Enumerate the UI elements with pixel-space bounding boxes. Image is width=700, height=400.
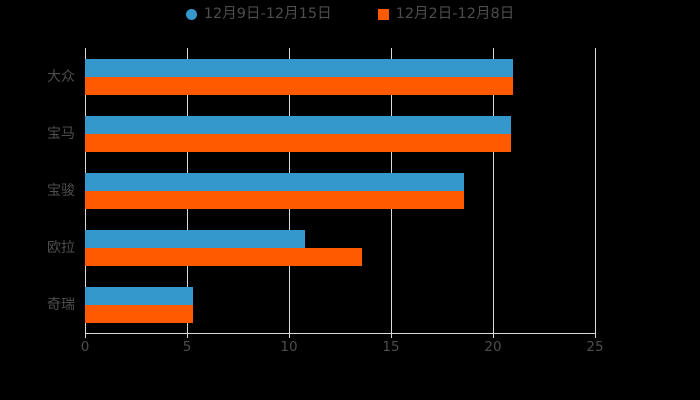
legend-label-series-1: 12月9日-12月15日 (203, 6, 332, 22)
bar-series-2[interactable] (85, 247, 363, 266)
gridline (595, 48, 596, 333)
bar-series-2[interactable] (85, 190, 465, 209)
bar-series-1[interactable] (85, 286, 194, 305)
legend-entry-series-1[interactable]: 12月9日-12月15日 (185, 6, 332, 22)
chart-legend: 12月9日-12月15日 12月2日-12月8日 (0, 6, 700, 22)
y-axis-category-label: 宝马 (47, 125, 75, 142)
x-axis-tick-mark (85, 333, 86, 338)
bar-series-2[interactable] (85, 76, 514, 95)
x-axis-tick-mark (187, 333, 188, 338)
bar-series-1[interactable] (85, 229, 306, 248)
plot-area (85, 48, 596, 333)
circle-marker-icon (185, 8, 197, 20)
x-axis-tick-mark (493, 333, 494, 338)
y-axis-category-label: 欧拉 (47, 239, 75, 256)
x-axis-tick-label: 15 (382, 339, 400, 355)
x-axis-tick-label: 25 (586, 339, 604, 355)
gridline (493, 48, 494, 333)
bar-series-1[interactable] (85, 172, 465, 191)
x-axis-tick-mark (391, 333, 392, 338)
x-axis-tick-label: 20 (484, 339, 502, 355)
legend-entry-series-2[interactable]: 12月2日-12月8日 (377, 6, 515, 22)
x-axis-tick-label: 0 (80, 339, 90, 355)
bar-series-1[interactable] (85, 115, 512, 134)
x-axis-line (85, 333, 596, 334)
x-axis-tick-label: 10 (280, 339, 298, 355)
y-axis-category-label: 奇瑞 (47, 296, 75, 313)
bar-series-2[interactable] (85, 133, 512, 152)
bar-series-2[interactable] (85, 304, 194, 323)
x-axis-tick-mark (289, 333, 290, 338)
x-axis-tick-label: 5 (182, 339, 192, 355)
square-marker-icon (377, 8, 389, 20)
bar-series-1[interactable] (85, 58, 514, 77)
legend-label-series-2: 12月2日-12月8日 (395, 6, 515, 22)
x-axis-tick-mark (595, 333, 596, 338)
y-axis-category-label: 宝骏 (47, 182, 75, 199)
y-axis-category-label: 大众 (47, 68, 75, 85)
